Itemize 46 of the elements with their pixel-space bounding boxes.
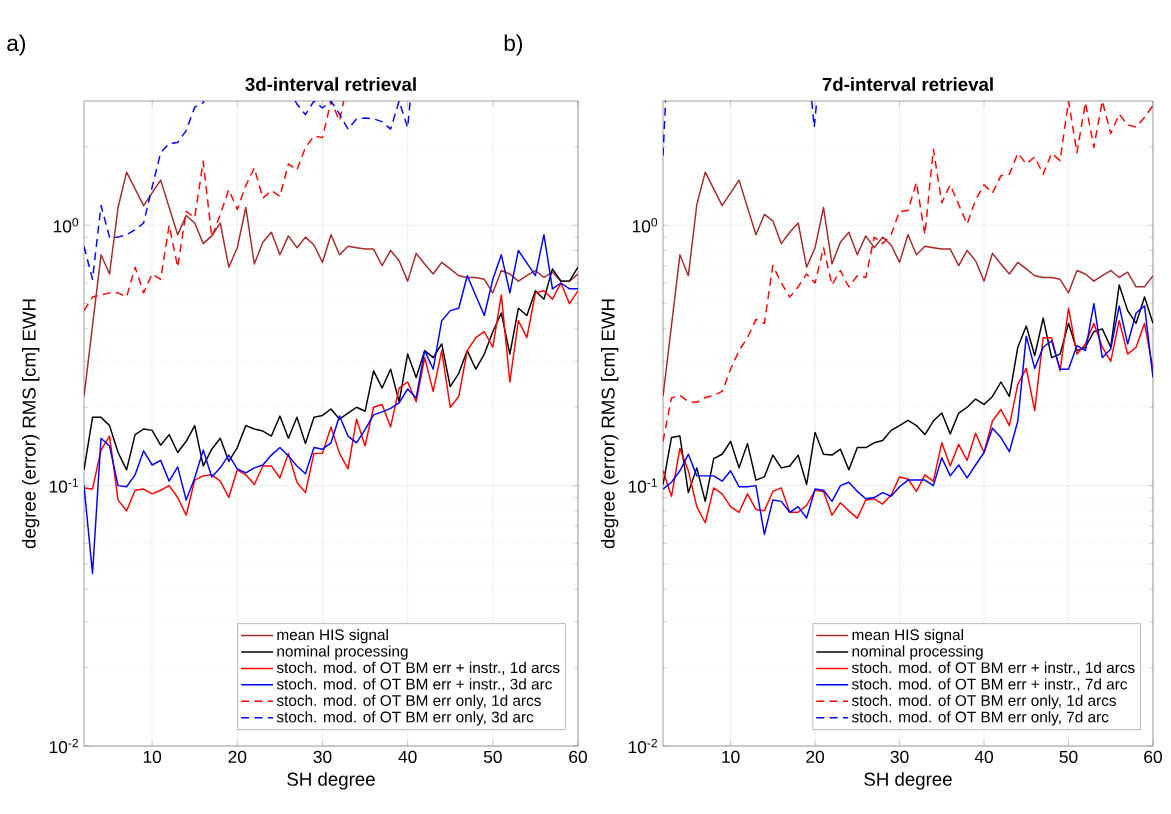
legend-label: stoch. mod. of OT BM err + instr., 1d arcs bbox=[276, 661, 560, 675]
legend-label: mean HIS signal bbox=[852, 628, 963, 644]
line-series bbox=[663, 171, 1153, 398]
line-series bbox=[84, 171, 578, 398]
y-tick-label: 10$^{0}$ bbox=[53, 218, 79, 233]
x-tick-label: 50 bbox=[1059, 750, 1078, 763]
legend-label: stoch. mod. of OT BM err only, 3d arc bbox=[276, 711, 534, 726]
x-tick-label: 20 bbox=[806, 750, 825, 763]
line-series bbox=[84, 101, 345, 312]
legend-label: stoch. mod. of OT BM err only, 1d arcs bbox=[276, 694, 541, 710]
x-tick-label: 40 bbox=[398, 750, 417, 763]
y-tick-label: 10$^{-2}$ bbox=[628, 738, 658, 754]
line-series bbox=[84, 233, 578, 575]
line-series bbox=[663, 101, 1153, 443]
x-tick-label: 50 bbox=[483, 750, 502, 763]
chart-title: 7d-interval retrieval bbox=[822, 77, 993, 91]
legend-label: stoch. mod. of OT BM err only, 1d arcs bbox=[851, 694, 1116, 710]
line-series bbox=[84, 266, 578, 471]
x-tick-label: 60 bbox=[569, 750, 587, 763]
x-tick-label: 10 bbox=[143, 750, 162, 763]
x-tick-label: 60 bbox=[1144, 750, 1162, 763]
chart-title: 3d-interval retrieval bbox=[245, 77, 416, 91]
line-series bbox=[84, 282, 578, 516]
x-tick-label: 30 bbox=[890, 750, 909, 763]
x-tick-label: 20 bbox=[228, 750, 247, 763]
x-axis-title: SH degree bbox=[287, 772, 375, 790]
x-tick-label: 40 bbox=[974, 750, 993, 763]
legend-label: stoch. mod. of OT BM err + instr., 7d arc bbox=[851, 678, 1128, 692]
legend-label: stoch. mod. of OT BM err + instr., 3d arc bbox=[276, 678, 552, 692]
text: a) bbox=[7, 34, 26, 56]
y-tick-label: 10$^{-1}$ bbox=[49, 478, 79, 493]
y-axis-title: degree (error) RMS [cm] EWH bbox=[22, 299, 40, 549]
legend-label: nominal processing bbox=[852, 645, 983, 660]
legend-label: stoch. mod. of OT BM err only, 7d arc bbox=[851, 711, 1109, 726]
x-tick-label: 10 bbox=[722, 750, 740, 763]
x-axis-title: SH degree bbox=[864, 772, 952, 790]
legend-label: nominal processing bbox=[277, 645, 408, 660]
y-tick-label: 10$^{0}$ bbox=[632, 218, 658, 233]
y-axis-title: degree (error) RMS [cm] EWH bbox=[601, 299, 619, 549]
line-series bbox=[663, 284, 1153, 503]
text: b) bbox=[504, 34, 523, 56]
legend-label: mean HIS signal bbox=[277, 628, 388, 644]
y-tick-label: 10$^{-2}$ bbox=[49, 738, 78, 754]
y-tick-label: 10$^{-1}$ bbox=[628, 478, 658, 493]
x-tick-label: 30 bbox=[313, 750, 332, 763]
legend-label: stoch. mod. of OT BM err + instr., 1d arcs bbox=[851, 661, 1135, 675]
